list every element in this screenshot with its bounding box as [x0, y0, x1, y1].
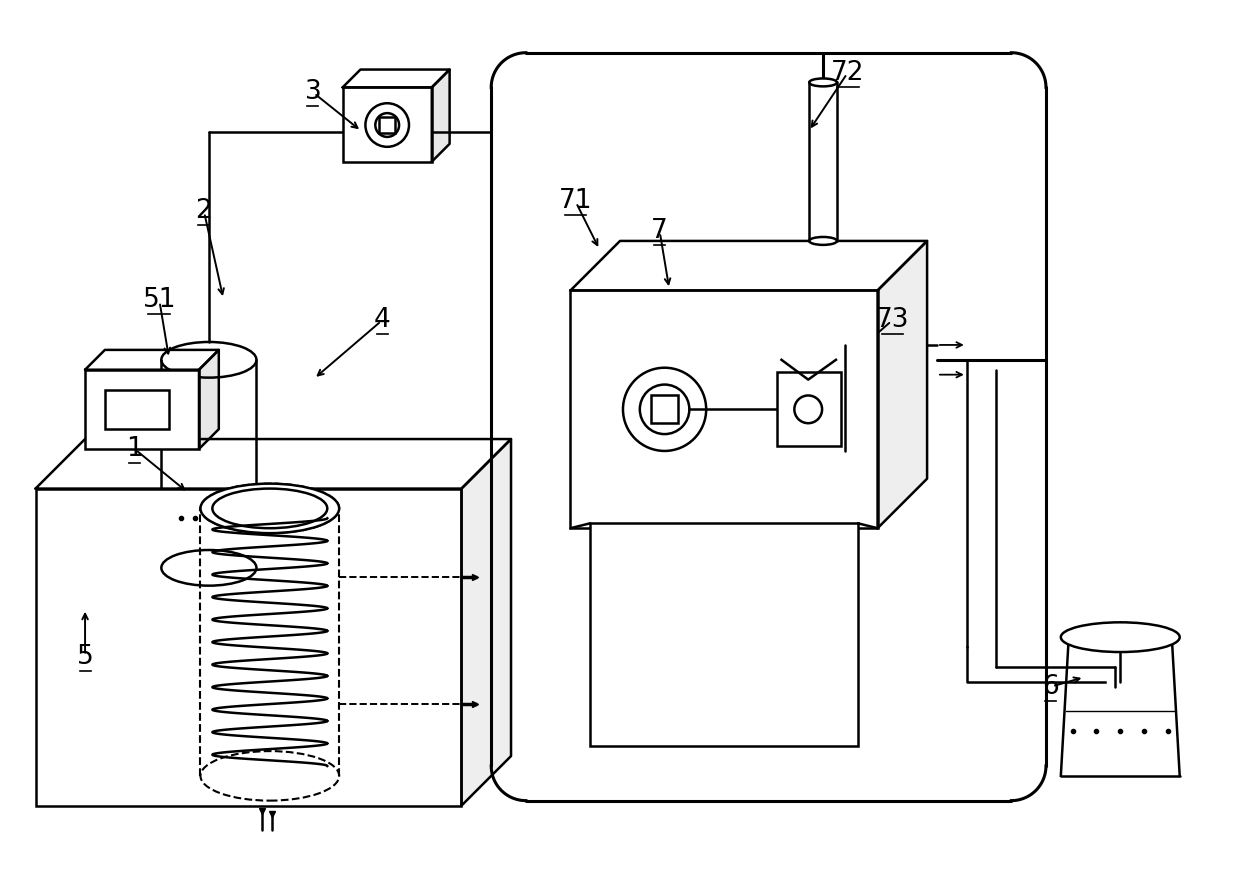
Text: 3: 3: [305, 79, 321, 105]
Bar: [776, 372, 841, 446]
Text: 72: 72: [831, 60, 864, 85]
Bar: [651, 396, 678, 423]
Polygon shape: [878, 241, 928, 528]
Text: 6: 6: [1043, 674, 1059, 700]
Bar: [342, 87, 432, 162]
Ellipse shape: [161, 550, 257, 586]
Text: 1: 1: [126, 436, 143, 462]
Bar: [570, 291, 878, 528]
Ellipse shape: [201, 751, 340, 801]
Text: 2: 2: [196, 198, 212, 224]
Ellipse shape: [1061, 622, 1179, 652]
Polygon shape: [198, 350, 218, 449]
Bar: [86, 370, 198, 449]
Bar: [590, 524, 858, 746]
Bar: [36, 489, 461, 805]
Polygon shape: [342, 69, 450, 87]
Polygon shape: [432, 69, 450, 162]
Bar: [105, 389, 170, 429]
Text: 7: 7: [651, 218, 668, 244]
Ellipse shape: [810, 78, 837, 86]
Text: 4: 4: [374, 308, 391, 333]
Ellipse shape: [810, 237, 837, 244]
Text: 51: 51: [143, 287, 176, 313]
Text: 73: 73: [875, 308, 909, 333]
Polygon shape: [36, 439, 511, 489]
Text: 5: 5: [77, 644, 93, 670]
Polygon shape: [570, 241, 928, 291]
Polygon shape: [86, 350, 218, 370]
Ellipse shape: [201, 484, 340, 533]
Text: 71: 71: [559, 188, 593, 214]
Polygon shape: [461, 439, 511, 805]
Bar: [379, 117, 396, 133]
